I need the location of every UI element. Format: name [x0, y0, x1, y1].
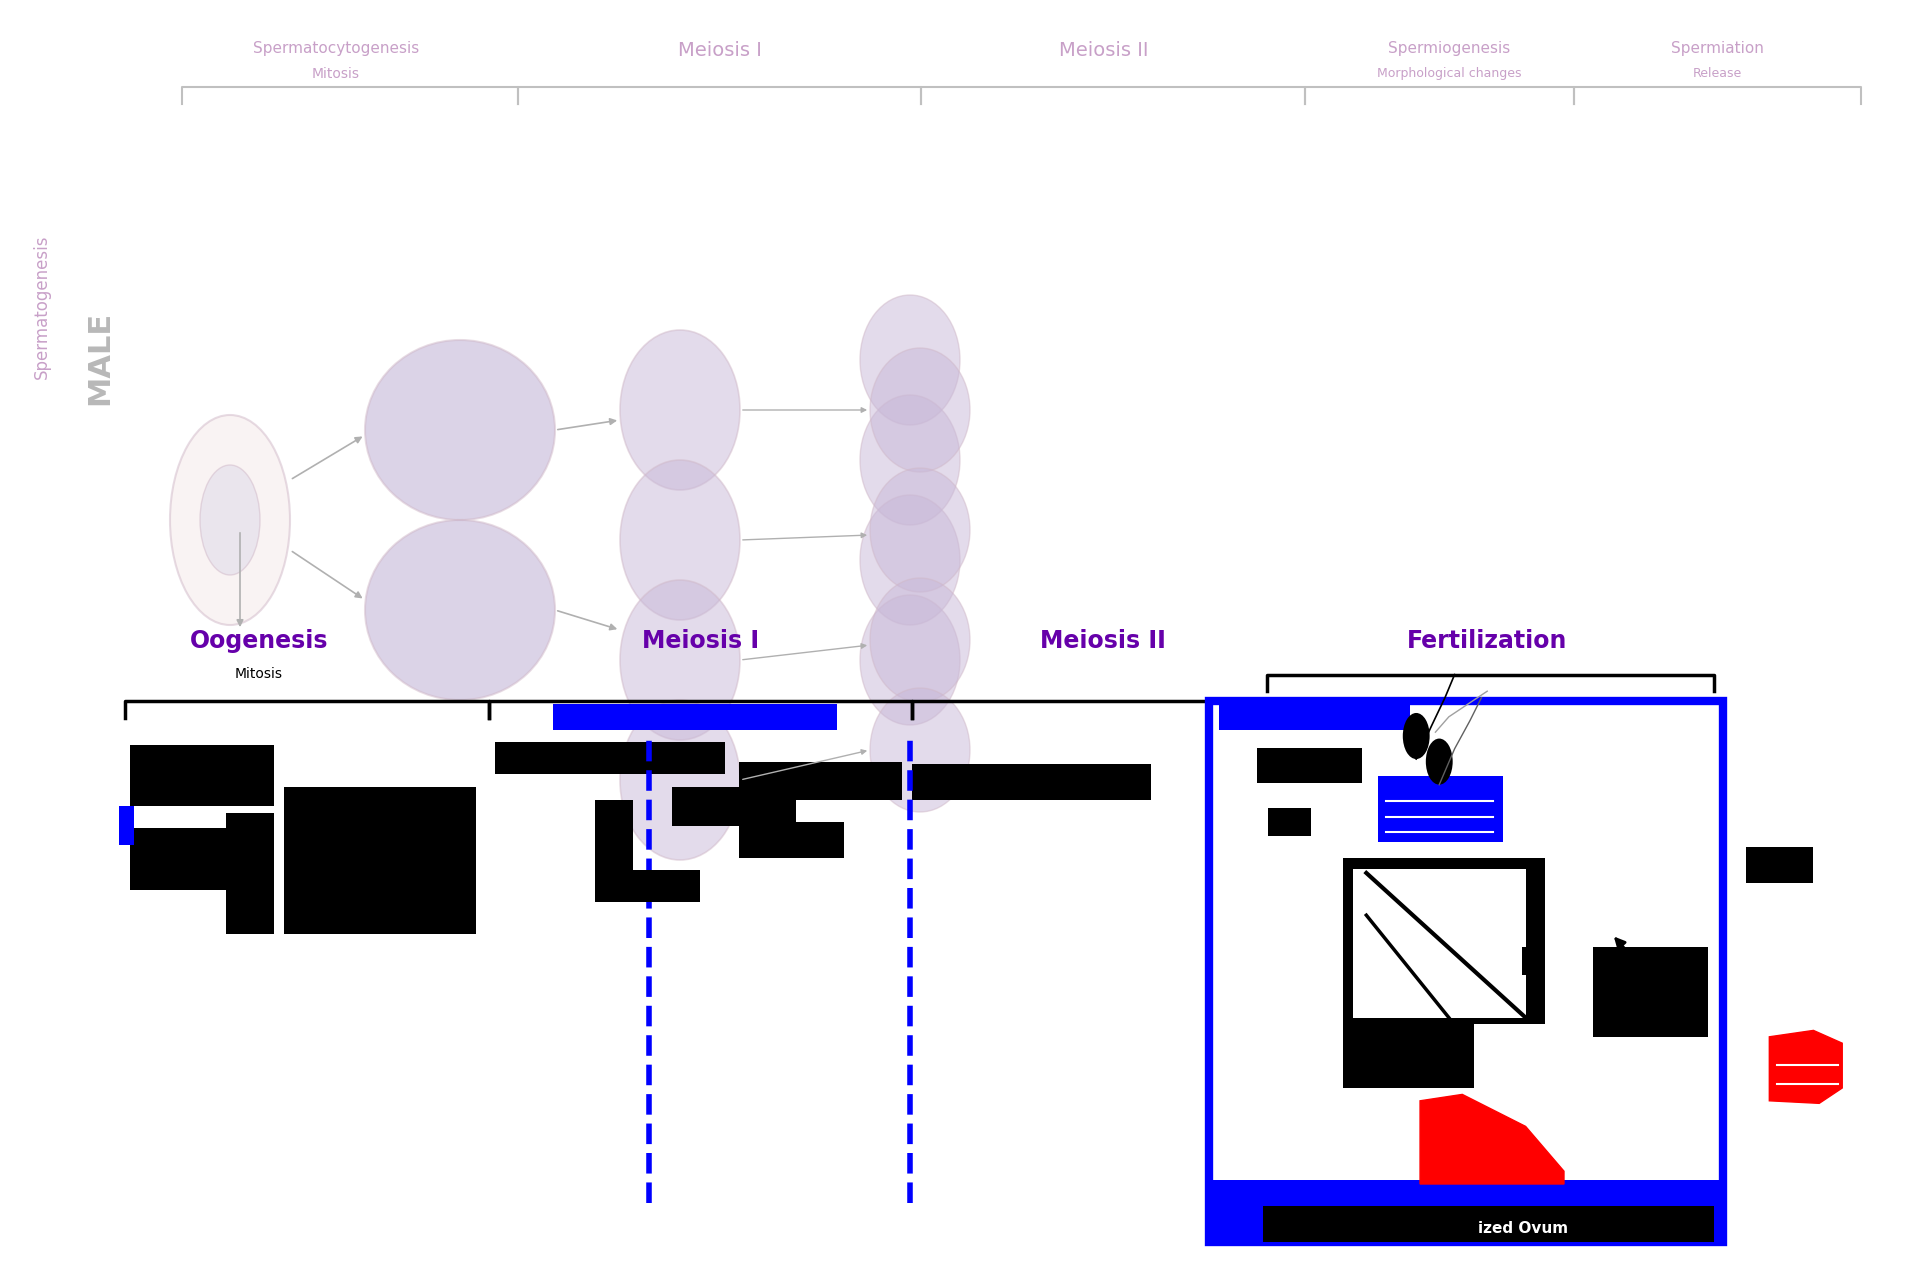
Text: Mitosis: Mitosis: [311, 67, 361, 81]
Ellipse shape: [620, 460, 741, 620]
Ellipse shape: [1426, 739, 1453, 785]
Bar: [1378, 776, 1503, 842]
Text: Release: Release: [1693, 67, 1742, 79]
Text: Morphological changes: Morphological changes: [1376, 67, 1522, 79]
Text: Oogenesis: Oogenesis: [190, 628, 328, 653]
Text: Meiosis I: Meiosis I: [641, 628, 760, 653]
Ellipse shape: [365, 340, 555, 520]
Bar: [130, 745, 274, 806]
Bar: [1219, 704, 1410, 730]
Text: Mitosis: Mitosis: [234, 667, 284, 681]
Ellipse shape: [620, 330, 741, 490]
Bar: [1343, 1018, 1474, 1088]
Ellipse shape: [1403, 713, 1430, 759]
Bar: [1209, 701, 1723, 1242]
Polygon shape: [1769, 1030, 1842, 1103]
Bar: [1593, 947, 1708, 1037]
Ellipse shape: [869, 348, 969, 472]
Bar: [226, 813, 274, 934]
Ellipse shape: [620, 580, 741, 740]
Text: Meiosis II: Meiosis II: [1040, 628, 1167, 653]
Bar: [1746, 847, 1813, 883]
Ellipse shape: [869, 689, 969, 812]
Ellipse shape: [620, 700, 741, 860]
Bar: [1343, 858, 1545, 1024]
Bar: [1263, 1206, 1714, 1242]
Text: Fertilization: Fertilization: [1407, 628, 1568, 653]
Text: MALE: MALE: [84, 311, 115, 406]
Bar: [1522, 947, 1545, 975]
Ellipse shape: [869, 468, 969, 591]
Bar: [1209, 1180, 1723, 1242]
Text: ized Ovum: ized Ovum: [1478, 1221, 1568, 1236]
Text: Spermiation: Spermiation: [1671, 41, 1764, 56]
Ellipse shape: [171, 415, 290, 625]
Bar: [119, 806, 134, 845]
Ellipse shape: [860, 294, 960, 425]
Ellipse shape: [860, 495, 960, 625]
Bar: [1268, 808, 1311, 836]
Ellipse shape: [869, 579, 969, 701]
Bar: [595, 800, 633, 883]
Bar: [1353, 869, 1526, 1018]
Bar: [672, 787, 796, 826]
Bar: [739, 762, 902, 800]
Bar: [284, 787, 476, 934]
Text: Spermatocytogenesis: Spermatocytogenesis: [253, 41, 418, 56]
Text: Meiosis II: Meiosis II: [1059, 41, 1148, 60]
Polygon shape: [1420, 1094, 1564, 1184]
Ellipse shape: [200, 465, 259, 575]
Bar: [1257, 748, 1362, 783]
Bar: [495, 742, 725, 774]
Bar: [912, 764, 1151, 800]
Text: Meiosis I: Meiosis I: [677, 41, 762, 60]
Text: Spermiogenesis: Spermiogenesis: [1387, 41, 1510, 56]
Text: Spermatogenesis: Spermatogenesis: [33, 236, 52, 379]
Ellipse shape: [860, 396, 960, 525]
Bar: [553, 704, 837, 730]
Bar: [130, 828, 274, 890]
Ellipse shape: [860, 595, 960, 724]
Bar: [595, 870, 700, 902]
Bar: [739, 822, 844, 858]
Ellipse shape: [365, 520, 555, 700]
